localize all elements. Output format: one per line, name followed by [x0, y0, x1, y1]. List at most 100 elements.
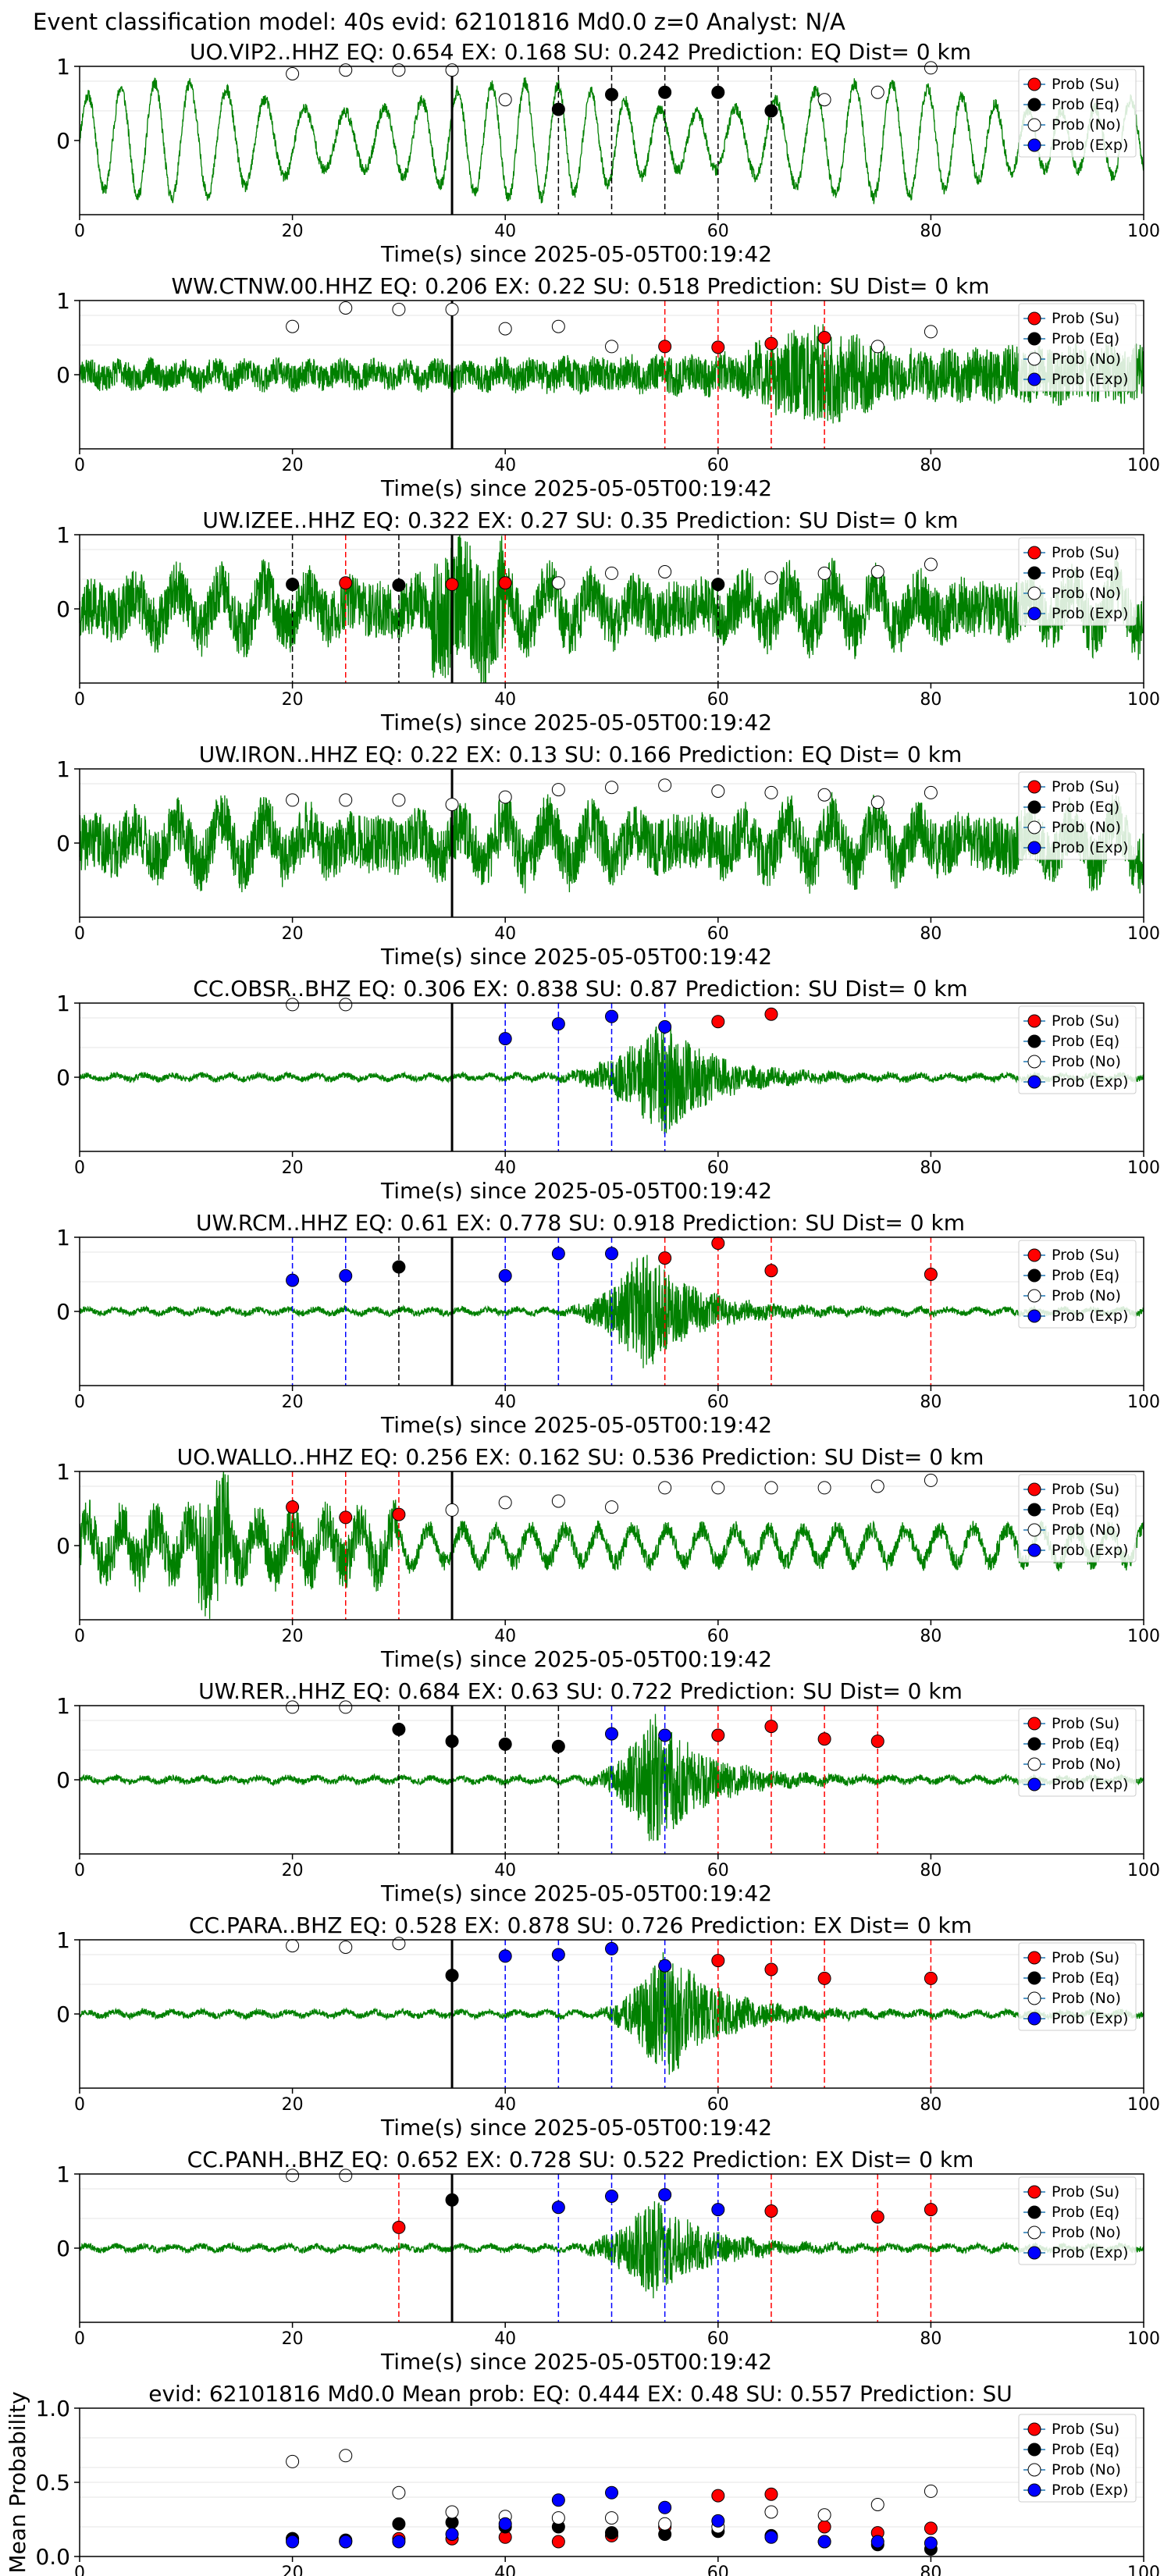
chart-panel-4: UW.IRON..HHZ EQ: 0.22 EX: 0.13 SU: 0.166… [56, 742, 1160, 970]
legend-marker [1027, 800, 1041, 814]
x-tick-label: 20 [282, 1627, 304, 1646]
page-title: Event classification model: 40s evid: 62… [33, 9, 845, 35]
legend-marker [1027, 1055, 1041, 1069]
chart-panel-2: WW.CTNW.00.HHZ EQ: 0.206 EX: 0.22 SU: 0.… [56, 273, 1160, 501]
legend-label: Prob (No) [1052, 585, 1121, 602]
prob-marker-no [551, 576, 565, 590]
prob-marker-eq [445, 1735, 459, 1749]
prob-marker-exp [286, 1273, 300, 1287]
prob-marker-eq [551, 102, 565, 116]
x-tick-label: 100 [1127, 1158, 1160, 1178]
prob-marker-no [817, 93, 831, 107]
x-axis-label: Time(s) since 2025-05-05T00:19:42 [380, 475, 772, 501]
legend-marker [1027, 1034, 1041, 1048]
prob-marker-su [764, 2204, 778, 2218]
mean-marker-eq [392, 2517, 406, 2531]
prob-marker-no [711, 1481, 725, 1495]
legend-marker [1027, 1268, 1041, 1283]
prob-marker-exp [605, 1941, 618, 1955]
legend-box [1018, 2176, 1137, 2265]
legend-label: Prob (No) [1052, 1287, 1121, 1304]
legend-label: Prob (Exp) [1052, 1542, 1128, 1559]
x-tick-label: 80 [920, 1627, 941, 1646]
y-tick-label: 1 [56, 1225, 70, 1251]
legend-marker [1027, 566, 1041, 580]
legend-label: Prob (Eq) [1052, 2204, 1119, 2221]
x-axis-label: Time(s) since 2025-05-05T00:19:42 [380, 1880, 772, 1906]
prob-marker-no [392, 793, 406, 807]
legend-label: Prob (Exp) [1052, 2244, 1128, 2261]
x-tick-label: 40 [494, 2564, 516, 2576]
prob-marker-no [551, 1494, 565, 1508]
legend-label: Prob (Exp) [1052, 839, 1128, 856]
x-axis-label: Time(s) since 2025-05-05T00:19:42 [380, 1646, 772, 1672]
y-tick-label: 1 [56, 288, 70, 314]
prob-marker-su [764, 336, 778, 350]
prob-marker-su [924, 1971, 938, 1985]
legend-marker [1027, 1717, 1041, 1731]
prob-marker-eq [445, 1969, 459, 1983]
legend-label: Prob (Eq) [1052, 96, 1119, 113]
x-tick-label: 20 [282, 690, 304, 710]
x-tick-label: 40 [494, 1861, 516, 1880]
legend-label: Prob (Su) [1052, 544, 1119, 561]
legend-label: Prob (Su) [1052, 778, 1119, 795]
x-tick-label: 20 [282, 924, 304, 944]
legend-marker [1027, 841, 1041, 855]
prob-marker-su [870, 1735, 884, 1749]
x-tick-label: 20 [282, 2329, 304, 2349]
chart-panel-10: CC.PANH..BHZ EQ: 0.652 EX: 0.728 SU: 0.5… [56, 2147, 1160, 2375]
prob-marker-no [764, 1481, 778, 1495]
waveform-trace [79, 2201, 1144, 2299]
x-tick-label: 80 [920, 1393, 941, 1412]
mean-marker-exp [605, 2485, 618, 2500]
prob-marker-no [286, 998, 300, 1012]
legend-marker [1027, 1777, 1041, 1791]
legend-label: Prob (Exp) [1052, 137, 1128, 154]
legend-label: Prob (Exp) [1052, 2010, 1128, 2027]
mean-marker-exp [658, 2500, 672, 2514]
prob-marker-su [870, 2210, 884, 2224]
prob-marker-exp [658, 2188, 672, 2202]
legend-box [1018, 2414, 1137, 2503]
prob-marker-no [817, 566, 831, 580]
legend-marker [1027, 2463, 1041, 2477]
legend-label: Prob (Eq) [1052, 1267, 1119, 1284]
x-tick-label: 80 [920, 690, 941, 710]
prob-marker-no [870, 340, 884, 354]
prob-marker-no [764, 785, 778, 799]
legend-box [1018, 537, 1137, 626]
prob-marker-no [445, 63, 459, 77]
x-tick-label: 80 [920, 2329, 941, 2349]
prob-marker-no [392, 1937, 406, 1951]
legend-marker [1027, 586, 1041, 600]
x-tick-label: 60 [707, 690, 729, 710]
prob-marker-no [339, 793, 353, 807]
prob-marker-su [764, 1720, 778, 1734]
x-tick-label: 40 [494, 1627, 516, 1646]
prob-marker-su [286, 1500, 300, 1514]
prob-marker-su [658, 1251, 672, 1265]
x-tick-label: 40 [494, 1393, 516, 1412]
legend-marker [1027, 1248, 1041, 1262]
legend-box [1018, 303, 1137, 392]
prob-marker-su [764, 1264, 778, 1278]
legend-marker [1027, 1014, 1041, 1028]
x-tick-label: 100 [1127, 1627, 1160, 1646]
mean-marker-su [817, 2520, 831, 2534]
legend-label: Prob (Eq) [1052, 564, 1119, 582]
legend-marker [1027, 2443, 1041, 2457]
prob-marker-no [498, 790, 512, 804]
prob-marker-eq [498, 1737, 512, 1751]
legend-label: Prob (No) [1052, 2224, 1121, 2241]
prob-marker-su [817, 331, 831, 344]
x-tick-label: 60 [707, 1627, 729, 1646]
x-tick-label: 100 [1127, 2329, 1160, 2349]
prob-marker-exp [551, 1948, 565, 1962]
mean-marker-exp [286, 2535, 300, 2549]
chart-title: CC.PANH..BHZ EQ: 0.652 EX: 0.728 SU: 0.5… [187, 2147, 974, 2172]
y-tick-label: 0 [56, 1065, 70, 1091]
y-tick-label: 1 [56, 991, 70, 1016]
x-tick-label: 20 [282, 2564, 304, 2576]
legend-box [1018, 69, 1137, 158]
